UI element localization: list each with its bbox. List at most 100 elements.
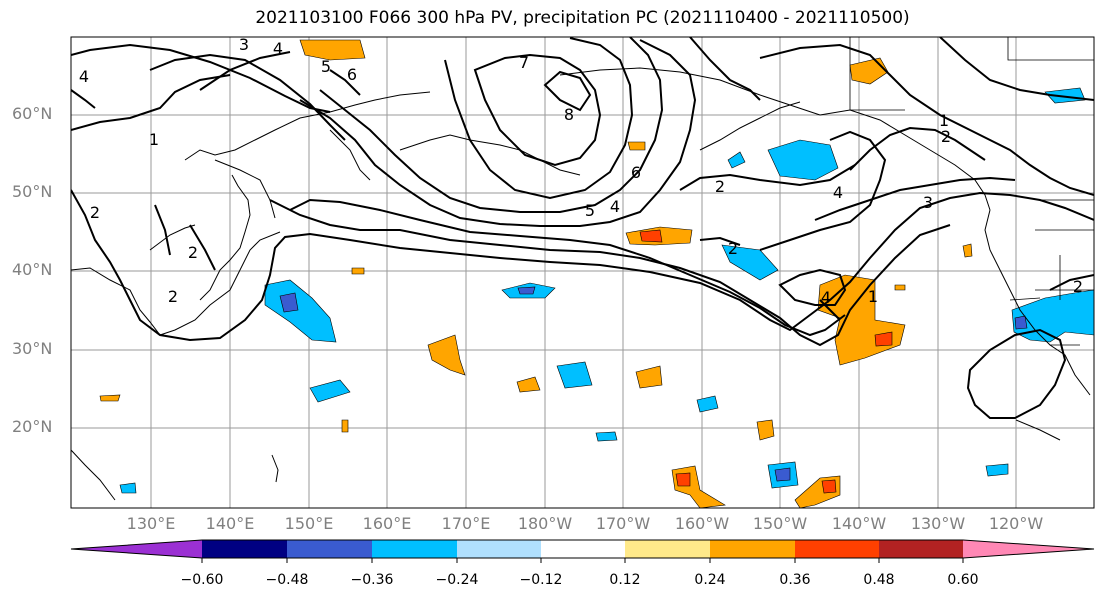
contour-label: 4 [610,197,620,216]
contour-label: 5 [321,57,331,76]
precip-cell [1011,289,1094,343]
colorbar-bin [879,540,963,558]
precip-cell [985,463,1009,477]
colorbar-bin [795,540,879,558]
contour-label: 2 [168,287,178,306]
colorbar-bin [710,540,795,558]
map-area: 4 3 4 5 6 7 8 1 2 2 2 6 5 4 2 2 4 1 2 3 … [71,35,1094,508]
lon-label: 170°E [441,514,491,533]
precip-cell [1014,315,1028,330]
map-title: 2021103100 F066 300 hPa PV, precipitatio… [255,8,910,28]
contour-label: 2 [728,239,738,258]
colorbar-bin [287,540,372,558]
precip-cell [727,151,746,169]
contour-label: 1 [868,287,878,306]
contour-label: 2 [188,243,198,262]
precip-cell [671,465,726,508]
precip-cell [696,395,719,413]
colorbar-tick-label: 0.48 [863,572,895,588]
precip-cell [309,379,351,403]
lon-label: 140°E [205,514,255,533]
colorbar-tick-label: −0.24 [435,572,479,588]
precip-cell [279,292,299,313]
lon-label: 130°W [910,514,966,533]
contour-label: 2 [715,177,725,196]
contour-label: 3 [239,35,249,54]
colorbar-tick-label: −0.60 [180,572,224,588]
lon-label: 170°W [595,514,651,533]
contour-label: 2 [1073,277,1083,296]
contour-label: 1 [939,111,949,130]
lat-label: 30°N [12,339,53,358]
contour-label: 5 [585,201,595,220]
colorbar-bin [202,540,287,558]
contour-label: 7 [519,53,529,72]
precip-cell [516,376,541,393]
contour-label: 6 [347,65,357,84]
map-frame [70,36,1095,509]
precip-cell [1044,87,1086,104]
precip-cell [639,229,663,243]
precip-cell [635,365,663,389]
colorbar-tick-label: 0.36 [779,572,811,588]
precip-cell [595,431,618,442]
precip-cell [721,244,779,281]
contour-label: 3 [923,193,933,212]
precip-cell [894,284,906,291]
precip-cell [119,482,137,494]
precip-cell [264,279,337,343]
precip-cell [517,286,536,295]
precip-cell [351,267,365,275]
gridlines [71,37,1094,508]
contour-label: 4 [273,39,283,58]
colorbar-tick-label: 0.60 [947,572,979,588]
colorbar-bin [372,540,457,558]
lon-label: 160°W [674,514,730,533]
precip-cell [627,141,646,151]
colorbar-bin [457,540,541,558]
colorbar-tick-label: −0.12 [519,572,563,588]
colorbar-bin [541,540,625,558]
lon-label: 150°E [284,514,334,533]
lon-label: 150°W [752,514,808,533]
contour-label: 2 [941,127,951,146]
precip-cell [874,331,893,347]
pv-contours [71,37,1094,419]
lon-label: 130°E [126,514,176,533]
colorbar-bin [625,540,710,558]
colorbar [70,539,1095,563]
precip-cell [427,334,466,376]
precip-shading [99,39,1094,508]
lat-label: 50°N [12,182,53,201]
colorbar-tick-label: 0.24 [694,572,726,588]
precip-cell [774,467,791,482]
lat-label: 20°N [12,417,53,436]
colorbar-low-extension [71,540,202,558]
precip-cell [556,361,593,389]
lon-label: 180°W [517,514,573,533]
precip-cell [756,419,775,441]
contour-label: 6 [631,163,641,182]
contour-label: 4 [821,288,831,307]
lat-label: 60°N [12,104,53,123]
borders [849,37,1094,346]
contour-label: 4 [833,183,843,202]
precip-cell [821,479,837,494]
colorbar-tick-label: −0.36 [350,572,394,588]
colorbar-high-extension [963,540,1094,558]
lon-label: 140°W [831,514,887,533]
contour-labels: 4 3 4 5 6 7 8 1 2 2 2 6 5 4 2 2 4 1 2 3 … [79,35,1083,307]
precip-cell [341,419,349,433]
precip-cell [299,39,366,61]
precip-cell [849,57,889,85]
lon-label: 120°W [988,514,1044,533]
colorbar-ticks [201,558,964,563]
precip-cell [675,472,691,487]
precip-cell [962,243,973,258]
contour-label: 4 [79,67,89,86]
colorbar-tick-label: −0.48 [265,572,309,588]
lat-label: 40°N [12,260,53,279]
lon-label: 160°E [362,514,412,533]
contour-label: 8 [564,105,574,124]
